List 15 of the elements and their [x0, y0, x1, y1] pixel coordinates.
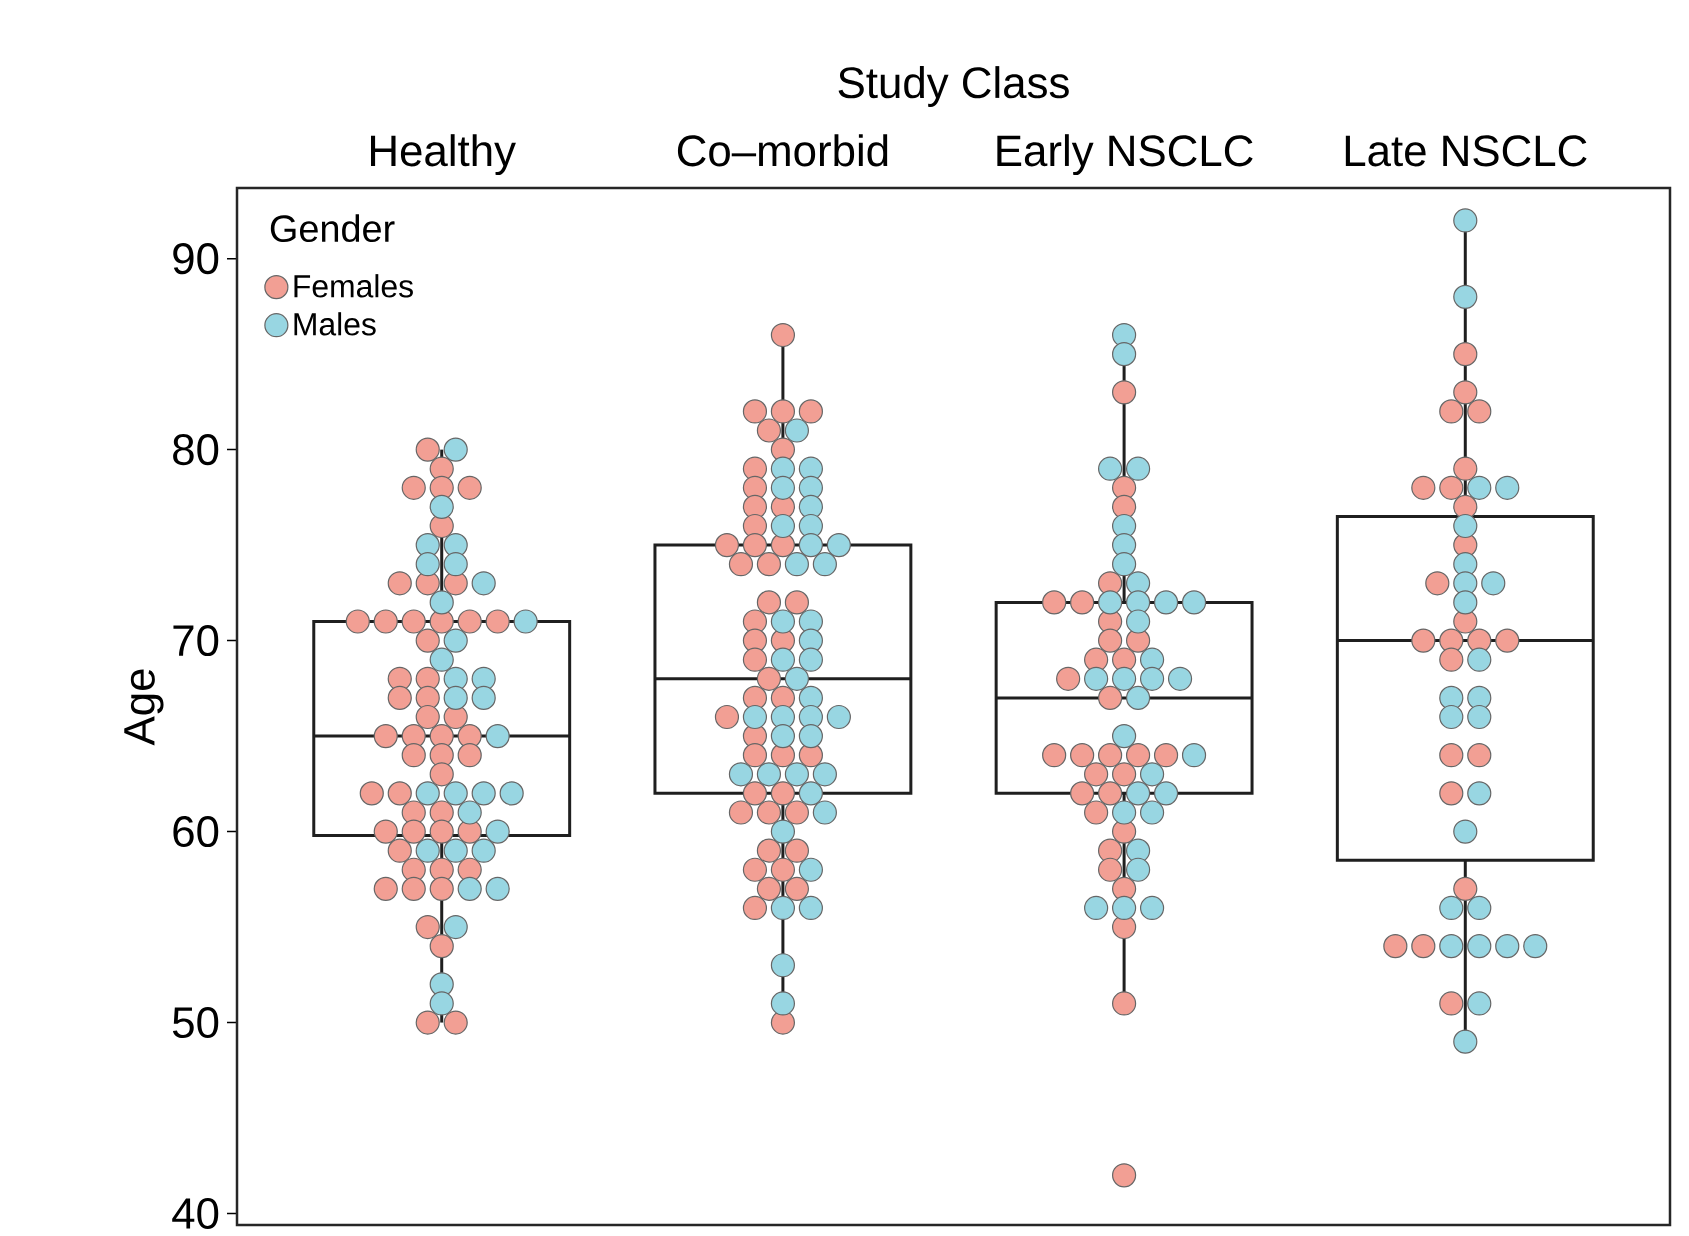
- y-tick-label: 70: [173, 625, 219, 657]
- x-tick-label: Co–morbid: [677, 134, 888, 167]
- y-tick-label: 40: [172, 1198, 219, 1230]
- legend-label: Males: [294, 312, 376, 336]
- x-tick-label: Late NSCLC: [1345, 135, 1587, 167]
- y-tick-label: 90: [173, 243, 219, 275]
- y-axis-title: Age: [124, 669, 164, 746]
- legend-title: Gender: [270, 214, 395, 243]
- y-tick-label: 80: [173, 434, 219, 466]
- x-tick-label: Healthy: [371, 134, 516, 176]
- y-tick-label: 60: [173, 816, 219, 848]
- legend-label: Females: [294, 274, 413, 298]
- chart-title: Study Class: [838, 66, 1069, 108]
- x-tick-label: Early NSCLC: [997, 134, 1253, 176]
- y-tick-label: 50: [172, 1007, 219, 1039]
